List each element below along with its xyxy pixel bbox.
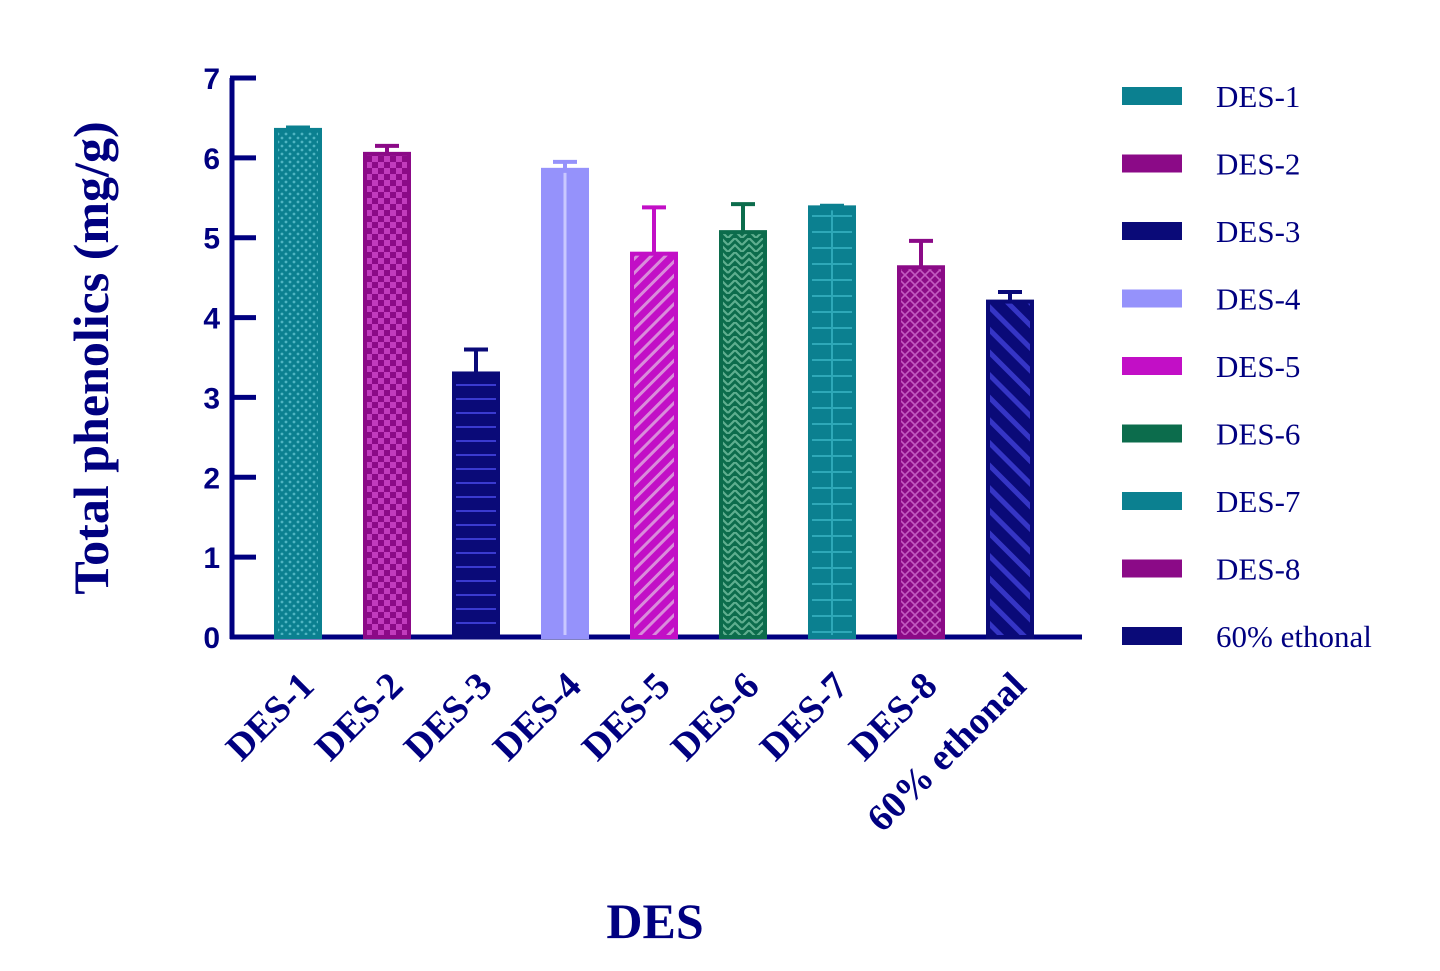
x-axis-title: DES	[606, 893, 703, 949]
legend-swatch	[1122, 357, 1182, 375]
legend-item: DES-6	[1122, 417, 1300, 452]
y-tick-label: 2	[203, 462, 220, 495]
legend-swatch	[1122, 627, 1182, 645]
y-tick-label: 7	[203, 63, 220, 96]
legend-item: DES-4	[1122, 282, 1301, 317]
legend-item: DES-1	[1122, 79, 1300, 114]
x-tick-label: DES-3	[396, 665, 500, 769]
bar	[363, 151, 411, 639]
category-labels: DES-1DES-2DES-3DES-4DES-5DES-6DES-7DES-8…	[218, 665, 1034, 840]
bar-group	[808, 203, 856, 640]
bar-group	[897, 238, 945, 639]
bar-group	[363, 143, 411, 639]
legend-label: DES-3	[1216, 214, 1300, 249]
bar	[719, 230, 767, 639]
legend-swatch	[1122, 492, 1182, 510]
y-tick-label: 5	[203, 223, 220, 256]
x-tick-label: DES-7	[752, 665, 856, 769]
legend-item: DES-5	[1122, 349, 1300, 384]
y-tick-label: 0	[203, 622, 220, 655]
y-axis-title: Total phenolics (mg/g)	[63, 121, 119, 594]
x-tick-label: DES-1	[218, 665, 322, 769]
legend-swatch	[1122, 289, 1182, 308]
y-tick-label: 6	[203, 143, 220, 176]
bar	[274, 127, 322, 640]
legend-item: DES-3	[1122, 214, 1300, 249]
x-tick-label: DES-6	[663, 665, 767, 769]
bars	[274, 125, 1034, 640]
legend-label: DES-8	[1216, 552, 1300, 587]
y-tick-label: 3	[203, 382, 220, 415]
legend-item: DES-8	[1122, 552, 1300, 587]
x-tick-label: DES-5	[574, 665, 678, 769]
legend-swatch	[1122, 87, 1182, 105]
y-tick-label: 4	[203, 303, 220, 336]
bar-group	[541, 159, 589, 639]
legend-item: DES-2	[1122, 147, 1300, 182]
legend-label: DES-1	[1216, 79, 1300, 114]
bar-group	[719, 202, 767, 639]
x-tick-label: DES-2	[307, 665, 411, 769]
bar	[630, 251, 678, 640]
x-tick-label: DES-4	[485, 665, 589, 769]
bar	[897, 265, 945, 639]
legend-label: DES-4	[1216, 282, 1301, 317]
y-tick-label: 1	[203, 542, 220, 575]
legend-swatch	[1122, 154, 1182, 173]
legend-item: DES-7	[1122, 484, 1300, 519]
legend-label: DES-7	[1216, 484, 1300, 519]
bar	[452, 371, 500, 639]
y-axis: 0 1 2 3 4 5 6 7	[203, 63, 256, 655]
legend: DES-1 DES-2 DES-3 DES-4 DES-5 DES-6 DES-7 DES-8…	[1122, 79, 1372, 654]
legend-swatch	[1122, 424, 1182, 443]
legend-label: DES-5	[1216, 349, 1300, 384]
bar-group	[630, 205, 678, 640]
legend-label: DES-2	[1216, 147, 1300, 182]
bar-group	[986, 290, 1034, 639]
legend-swatch	[1122, 559, 1182, 578]
legend-label: DES-6	[1216, 417, 1300, 452]
bar-group	[274, 125, 322, 640]
legend-label: 60% ethonal	[1216, 619, 1372, 654]
legend-item: 60% ethonal	[1122, 619, 1372, 654]
bar	[986, 299, 1034, 639]
bar-group	[452, 347, 500, 639]
legend-swatch	[1122, 222, 1182, 240]
